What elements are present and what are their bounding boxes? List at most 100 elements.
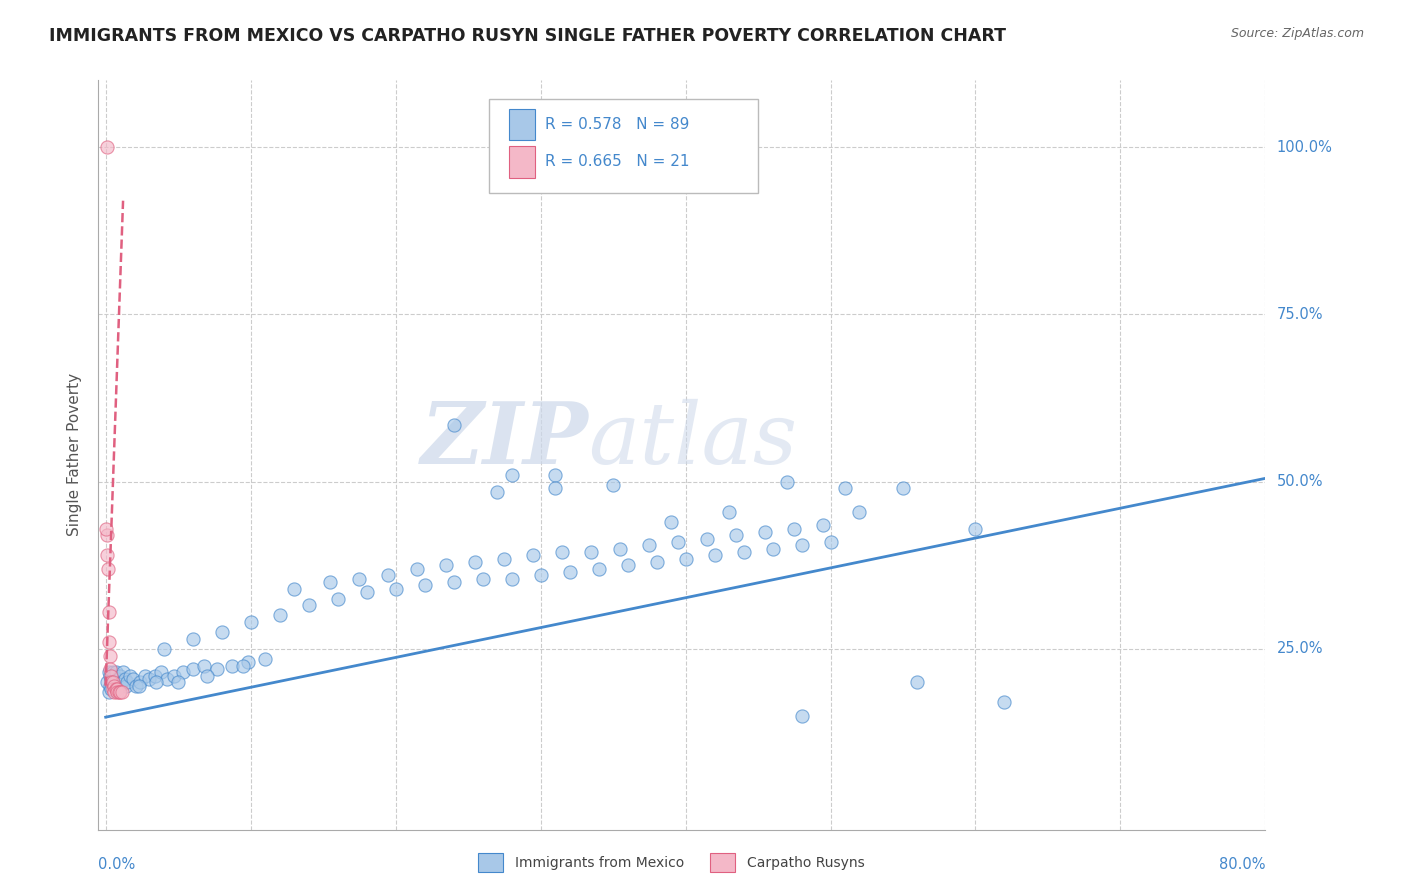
Point <box>522 548 544 563</box>
Point <box>104 665 127 680</box>
Point <box>675 551 697 566</box>
Point <box>486 484 509 499</box>
Point <box>114 672 136 686</box>
Text: atlas: atlas <box>589 399 797 482</box>
Point <box>703 548 725 563</box>
Point <box>97 562 120 576</box>
Point <box>128 679 150 693</box>
Point <box>602 478 624 492</box>
Point <box>254 652 277 666</box>
Point <box>155 672 177 686</box>
Point <box>120 669 142 683</box>
Point <box>494 551 516 566</box>
Text: R = 0.665   N = 21: R = 0.665 N = 21 <box>546 154 690 169</box>
Point <box>103 679 125 693</box>
Point <box>413 578 436 592</box>
Point <box>501 572 523 586</box>
Point <box>776 475 799 489</box>
Point <box>172 665 194 680</box>
Text: R = 0.578   N = 89: R = 0.578 N = 89 <box>546 117 690 132</box>
Point <box>733 545 755 559</box>
Text: 80.0%: 80.0% <box>1219 857 1265 872</box>
Point <box>125 679 148 693</box>
Point <box>891 482 914 496</box>
Text: 75.0%: 75.0% <box>1277 307 1323 322</box>
Point <box>96 675 118 690</box>
Point <box>117 675 139 690</box>
Point <box>134 669 156 683</box>
Point <box>98 662 121 676</box>
Point <box>105 682 128 697</box>
Point <box>820 535 842 549</box>
Point <box>100 682 122 697</box>
Point <box>152 642 174 657</box>
Point <box>326 591 349 606</box>
Point <box>207 662 229 676</box>
Point <box>443 417 465 432</box>
Point <box>269 608 291 623</box>
Point <box>181 632 204 646</box>
Point <box>813 518 835 533</box>
Point <box>993 696 1015 710</box>
Point <box>696 532 718 546</box>
Point <box>195 669 218 683</box>
Point <box>107 679 129 693</box>
Point <box>544 468 567 483</box>
Point <box>645 555 668 569</box>
Point <box>110 675 132 690</box>
Point <box>221 658 243 673</box>
Point <box>129 675 152 690</box>
Point <box>97 635 120 649</box>
Point <box>232 658 254 673</box>
Point <box>181 662 204 676</box>
Point <box>659 515 682 529</box>
Point <box>100 669 122 683</box>
Point <box>236 655 259 669</box>
Point <box>122 672 145 686</box>
Point <box>638 538 661 552</box>
Point <box>96 548 118 563</box>
Point <box>105 672 128 686</box>
Point <box>107 685 129 699</box>
Point <box>96 521 118 535</box>
FancyBboxPatch shape <box>509 146 534 178</box>
Text: 100.0%: 100.0% <box>1277 140 1333 154</box>
Point <box>104 682 127 697</box>
Point <box>725 528 748 542</box>
Point <box>100 672 122 686</box>
Point <box>101 665 124 680</box>
Point <box>790 538 813 552</box>
Point <box>907 675 929 690</box>
Point <box>167 675 190 690</box>
Point <box>834 482 856 496</box>
Point <box>406 562 429 576</box>
Point <box>384 582 406 596</box>
Text: Immigrants from Mexico: Immigrants from Mexico <box>515 855 683 870</box>
Point <box>101 675 124 690</box>
Point <box>349 572 371 586</box>
Point <box>501 468 523 483</box>
Point <box>356 585 378 599</box>
Point <box>298 599 321 613</box>
Point <box>98 648 121 663</box>
Point <box>754 524 776 539</box>
Point <box>761 541 783 556</box>
Point <box>377 568 399 582</box>
Point <box>464 555 486 569</box>
Point <box>103 679 125 693</box>
Point <box>616 558 638 573</box>
Point <box>115 679 138 693</box>
Point <box>544 482 567 496</box>
Point <box>103 685 125 699</box>
Point <box>211 625 233 640</box>
Point <box>149 665 172 680</box>
Text: Source: ZipAtlas.com: Source: ZipAtlas.com <box>1230 27 1364 40</box>
Point <box>103 669 125 683</box>
Text: 0.0%: 0.0% <box>98 857 135 872</box>
Point <box>588 562 610 576</box>
Point <box>163 669 186 683</box>
Point <box>558 565 581 579</box>
Point <box>471 572 494 586</box>
Text: Carpatho Rusyns: Carpatho Rusyns <box>747 855 865 870</box>
Point <box>96 528 118 542</box>
